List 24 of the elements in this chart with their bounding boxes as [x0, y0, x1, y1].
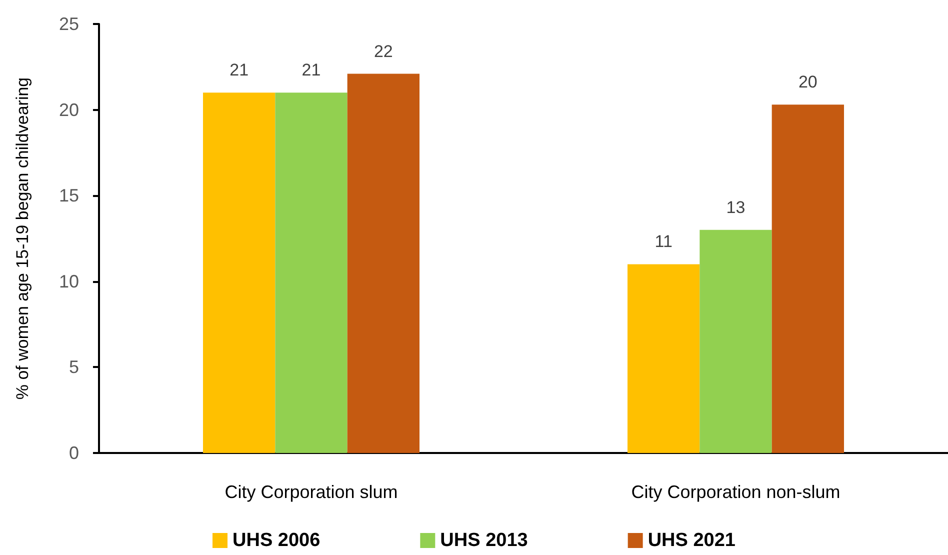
data-label: 11: [654, 232, 672, 252]
y-tick-label: 5: [68, 357, 79, 378]
x-tick-label: City Corporation slum: [224, 482, 398, 502]
bar: [628, 264, 700, 453]
bar: [347, 74, 420, 453]
bar: [772, 104, 844, 453]
y-tick-label: 0: [68, 443, 79, 463]
data-label: 22: [374, 42, 393, 61]
legend-label: UHS 2006: [232, 530, 320, 551]
y-tick-label: 25: [58, 14, 79, 34]
legend-label: UHS 2013: [440, 530, 528, 551]
y-tick-label: 10: [58, 271, 79, 292]
y-axis-title: % of women age 15-19 began childvearing: [13, 77, 32, 400]
legend-label: UHS 2021: [648, 530, 736, 551]
x-tick-label: City Corporation non-slum: [631, 482, 840, 502]
bar: [275, 92, 348, 453]
data-label: 20: [798, 72, 818, 92]
data-label: 21: [302, 60, 321, 80]
y-tick-label: 20: [58, 100, 79, 120]
data-label: 21: [230, 60, 249, 80]
data-label: 13: [726, 198, 746, 217]
bar: [700, 230, 772, 453]
bar: [203, 92, 276, 453]
y-tick-label: 15: [58, 186, 79, 206]
